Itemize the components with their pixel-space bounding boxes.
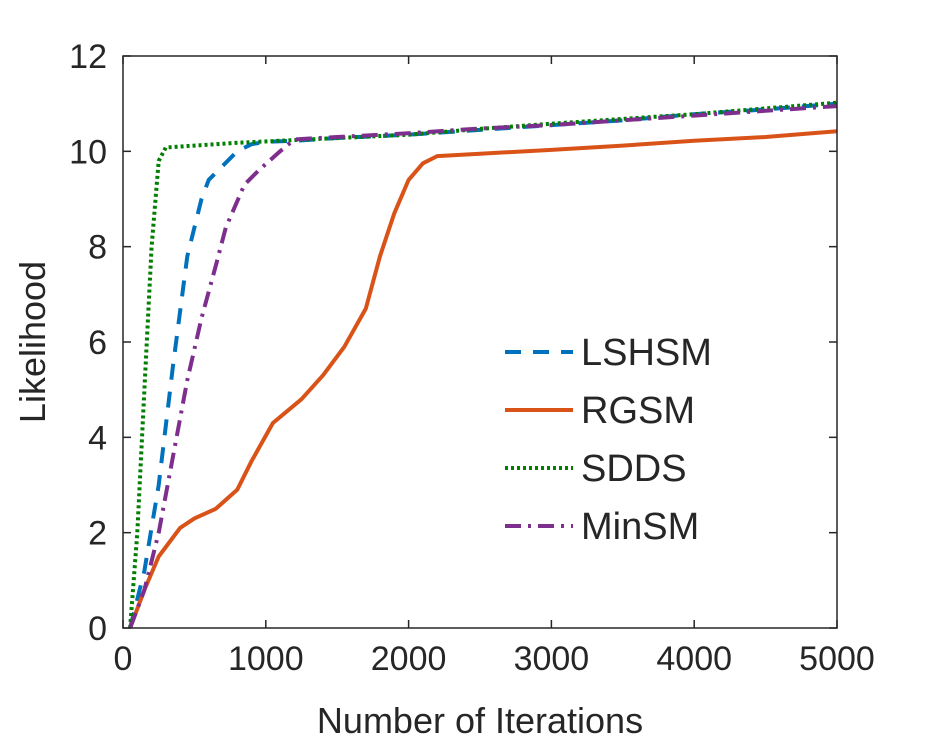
legend-item-minsm: MinSM <box>505 506 699 548</box>
y-tick-label: 6 <box>88 324 107 362</box>
legend-label: MinSM <box>581 506 699 548</box>
y-tick-label: 8 <box>88 229 107 267</box>
legend-label: SDDS <box>581 448 687 490</box>
x-tick-label: 5000 <box>799 640 875 678</box>
y-tick-label: 12 <box>69 38 107 76</box>
x-tick-label: 1000 <box>228 640 304 678</box>
legend-label: LSHSM <box>581 332 712 374</box>
series-line-sdds <box>128 100 837 628</box>
x-axis-label: Number of Iterations <box>317 700 643 741</box>
legend: LSHSM RGSM SDDS MinSM <box>505 332 712 548</box>
plot-area <box>123 56 837 628</box>
y-tick-label: 2 <box>88 515 107 553</box>
series-line-minsm <box>128 104 837 628</box>
y-tick-label: 10 <box>69 133 107 171</box>
x-tick-label: 0 <box>114 640 133 678</box>
legend-item-rgsm: RGSM <box>505 390 695 432</box>
x-tick-label: 4000 <box>656 640 732 678</box>
series-line-rgsm <box>128 129 837 628</box>
legend-item-lshsm: LSHSM <box>505 332 712 374</box>
plot-background <box>123 56 837 628</box>
ticks-layer: 0 1000 2000 3000 4000 5000 0 2 4 6 8 10 12 <box>69 38 875 678</box>
y-axis-label: Likelihood <box>12 261 53 423</box>
legend-item-sdds: SDDS <box>505 448 687 490</box>
x-tick-label: 3000 <box>514 640 590 678</box>
y-tick-label: 4 <box>88 419 107 457</box>
legend-label: RGSM <box>581 390 695 432</box>
series-layer <box>128 100 837 628</box>
x-tick-label: 2000 <box>371 640 447 678</box>
y-tick-label: 0 <box>88 610 107 648</box>
